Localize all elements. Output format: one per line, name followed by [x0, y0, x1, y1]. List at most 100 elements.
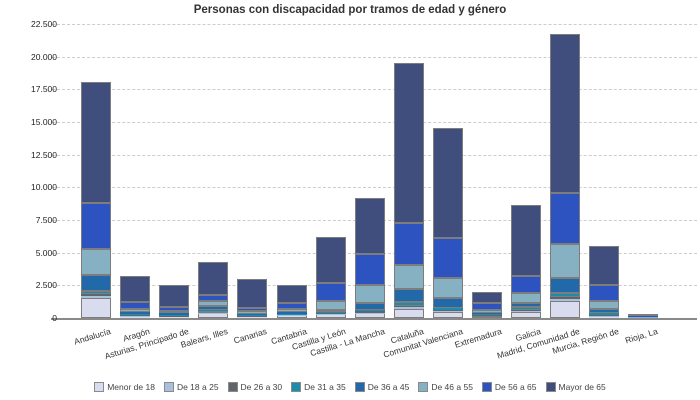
bar-segment[interactable] — [393, 305, 424, 308]
legend-item[interactable]: De 31 a 35 — [291, 382, 346, 392]
bar-segment[interactable] — [276, 303, 307, 310]
bar-segment[interactable] — [511, 307, 542, 310]
bar-segment[interactable] — [472, 315, 502, 318]
bar-segment[interactable] — [511, 310, 542, 312]
bar-segment[interactable] — [589, 314, 620, 316]
bar-segment[interactable] — [159, 315, 190, 317]
legend-item[interactable]: De 46 a 55 — [418, 382, 473, 392]
bar-segment[interactable] — [315, 313, 346, 315]
bar-segment[interactable] — [276, 312, 307, 314]
bar-segment[interactable] — [432, 311, 463, 318]
bar-segment[interactable] — [354, 312, 385, 314]
bar-segment[interactable] — [393, 309, 424, 318]
bar-segment[interactable] — [159, 307, 190, 311]
bar-segment[interactable] — [432, 238, 463, 278]
bar-segment[interactable] — [237, 308, 268, 312]
bar-segment[interactable] — [550, 296, 581, 299]
legend-item[interactable]: Menor de 18 — [94, 382, 155, 392]
bar-segment[interactable] — [393, 289, 424, 302]
bar-segment[interactable] — [393, 63, 424, 223]
bar-segment[interactable] — [198, 312, 229, 314]
bar-segment[interactable] — [472, 315, 502, 316]
bar-segment[interactable] — [432, 310, 463, 312]
bar-segment[interactable] — [120, 308, 151, 313]
bar-segment[interactable] — [159, 285, 190, 308]
bar-segment[interactable] — [81, 293, 111, 296]
bar-segment[interactable] — [511, 303, 542, 308]
bar-segment[interactable] — [315, 237, 346, 284]
bar-segment[interactable] — [589, 313, 620, 315]
bar-segment[interactable] — [315, 314, 346, 318]
bar-segment[interactable] — [120, 315, 151, 316]
bar-segment[interactable] — [276, 315, 307, 318]
bar-segment[interactable] — [628, 316, 659, 318]
bar-segment[interactable] — [432, 277, 463, 299]
bar-segment[interactable] — [81, 275, 111, 291]
bar-segment[interactable] — [589, 284, 620, 301]
bar-segment[interactable] — [159, 310, 190, 314]
legend-item[interactable]: De 26 a 30 — [227, 382, 282, 392]
bar-segment[interactable] — [276, 314, 307, 315]
bar-segment[interactable] — [159, 315, 190, 317]
legend-item[interactable]: De 18 a 25 — [163, 382, 219, 392]
bar-segment[interactable] — [628, 316, 659, 317]
bar-segment[interactable] — [393, 307, 424, 310]
bar-segment[interactable] — [589, 316, 620, 318]
bar-segment[interactable] — [472, 313, 502, 315]
bar-segment[interactable] — [159, 313, 190, 315]
legend-item[interactable]: De 36 a 45 — [354, 382, 409, 392]
bar-segment[interactable] — [472, 310, 502, 314]
bar-segment[interactable] — [511, 309, 542, 311]
bar-segment[interactable] — [237, 316, 268, 318]
bar-segment[interactable] — [315, 312, 346, 314]
bar-segment[interactable] — [120, 316, 151, 318]
bar-segment[interactable] — [511, 275, 542, 294]
bar-segment[interactable] — [589, 300, 620, 310]
bar-segment[interactable] — [550, 293, 581, 297]
bar-segment[interactable] — [276, 285, 307, 304]
bar-segment[interactable] — [432, 298, 463, 308]
bar-segment[interactable] — [237, 278, 268, 309]
legend-item[interactable]: Mayor de 65 — [545, 382, 606, 392]
bar-segment[interactable] — [550, 300, 581, 318]
bar-segment[interactable] — [237, 315, 268, 316]
bar-segment[interactable] — [354, 313, 385, 318]
bar-segment[interactable] — [315, 301, 346, 311]
bar-segment[interactable] — [628, 316, 659, 318]
bar-segment[interactable] — [550, 192, 581, 245]
bar-segment[interactable] — [511, 293, 542, 304]
bar-segment[interactable] — [120, 302, 151, 309]
bar-segment[interactable] — [472, 314, 502, 316]
bar-segment[interactable] — [198, 294, 229, 302]
bar-segment[interactable] — [159, 315, 190, 316]
bar-segment[interactable] — [81, 290, 111, 294]
bar-segment[interactable] — [354, 254, 385, 286]
bar-segment[interactable] — [315, 283, 346, 302]
bar-segment[interactable] — [276, 313, 307, 315]
bar-segment[interactable] — [198, 310, 229, 314]
bar-segment[interactable] — [628, 317, 659, 318]
bar-segment[interactable] — [120, 312, 151, 315]
bar-segment[interactable] — [120, 276, 151, 303]
bar-segment[interactable] — [550, 277, 581, 294]
bar-segment[interactable] — [237, 316, 268, 317]
legend-item[interactable]: De 56 a 65 — [481, 382, 537, 392]
bar-segment[interactable] — [120, 314, 151, 316]
bar-segment[interactable] — [472, 291, 502, 304]
bar-segment[interactable] — [354, 310, 385, 312]
bar-segment[interactable] — [550, 244, 581, 278]
bar-segment[interactable] — [511, 311, 542, 318]
bar-segment[interactable] — [276, 314, 307, 315]
bar-segment[interactable] — [432, 309, 463, 311]
bar-segment[interactable] — [432, 307, 463, 310]
bar-segment[interactable] — [237, 311, 268, 314]
bar-segment[interactable] — [550, 298, 581, 301]
bar-segment[interactable] — [472, 314, 502, 315]
bar-segment[interactable] — [198, 309, 229, 311]
bar-segment[interactable] — [276, 309, 307, 313]
bar-segment[interactable] — [393, 301, 424, 306]
bar-segment[interactable] — [511, 204, 542, 276]
bar-segment[interactable] — [354, 197, 385, 255]
bar-segment[interactable] — [354, 285, 385, 304]
bar-segment[interactable] — [315, 313, 346, 314]
